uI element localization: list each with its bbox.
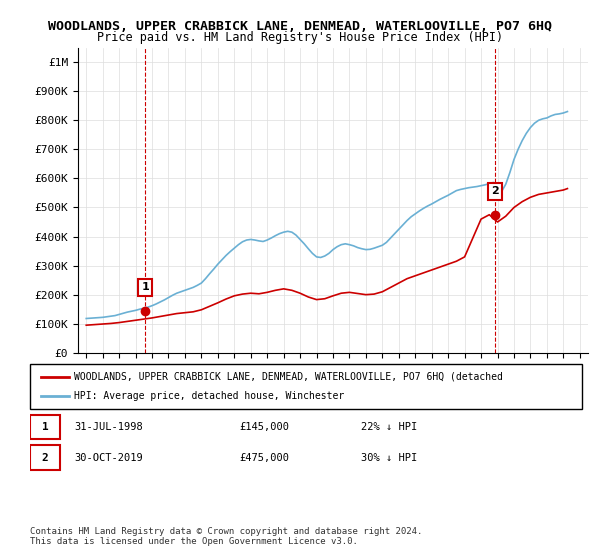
Text: £475,000: £475,000 [240,453,290,463]
Text: £145,000: £145,000 [240,422,290,432]
Text: 2: 2 [41,453,48,463]
Text: WOODLANDS, UPPER CRABBICK LANE, DENMEAD, WATERLOOVILLE, PO7 6HQ: WOODLANDS, UPPER CRABBICK LANE, DENMEAD,… [48,20,552,32]
Text: 1: 1 [141,282,149,292]
Text: WOODLANDS, UPPER CRABBICK LANE, DENMEAD, WATERLOOVILLE, PO7 6HQ (detached: WOODLANDS, UPPER CRABBICK LANE, DENMEAD,… [74,371,503,381]
FancyBboxPatch shape [30,364,582,409]
Text: 22% ↓ HPI: 22% ↓ HPI [361,422,418,432]
Text: 30% ↓ HPI: 30% ↓ HPI [361,453,418,463]
Text: HPI: Average price, detached house, Winchester: HPI: Average price, detached house, Winc… [74,391,344,402]
FancyBboxPatch shape [30,446,61,470]
Text: Price paid vs. HM Land Registry's House Price Index (HPI): Price paid vs. HM Land Registry's House … [97,31,503,44]
Text: 30-OCT-2019: 30-OCT-2019 [74,453,143,463]
Text: Contains HM Land Registry data © Crown copyright and database right 2024.
This d: Contains HM Land Registry data © Crown c… [30,526,422,546]
Text: 31-JUL-1998: 31-JUL-1998 [74,422,143,432]
FancyBboxPatch shape [30,414,61,440]
Text: 2: 2 [491,186,499,197]
Text: 1: 1 [41,422,48,432]
